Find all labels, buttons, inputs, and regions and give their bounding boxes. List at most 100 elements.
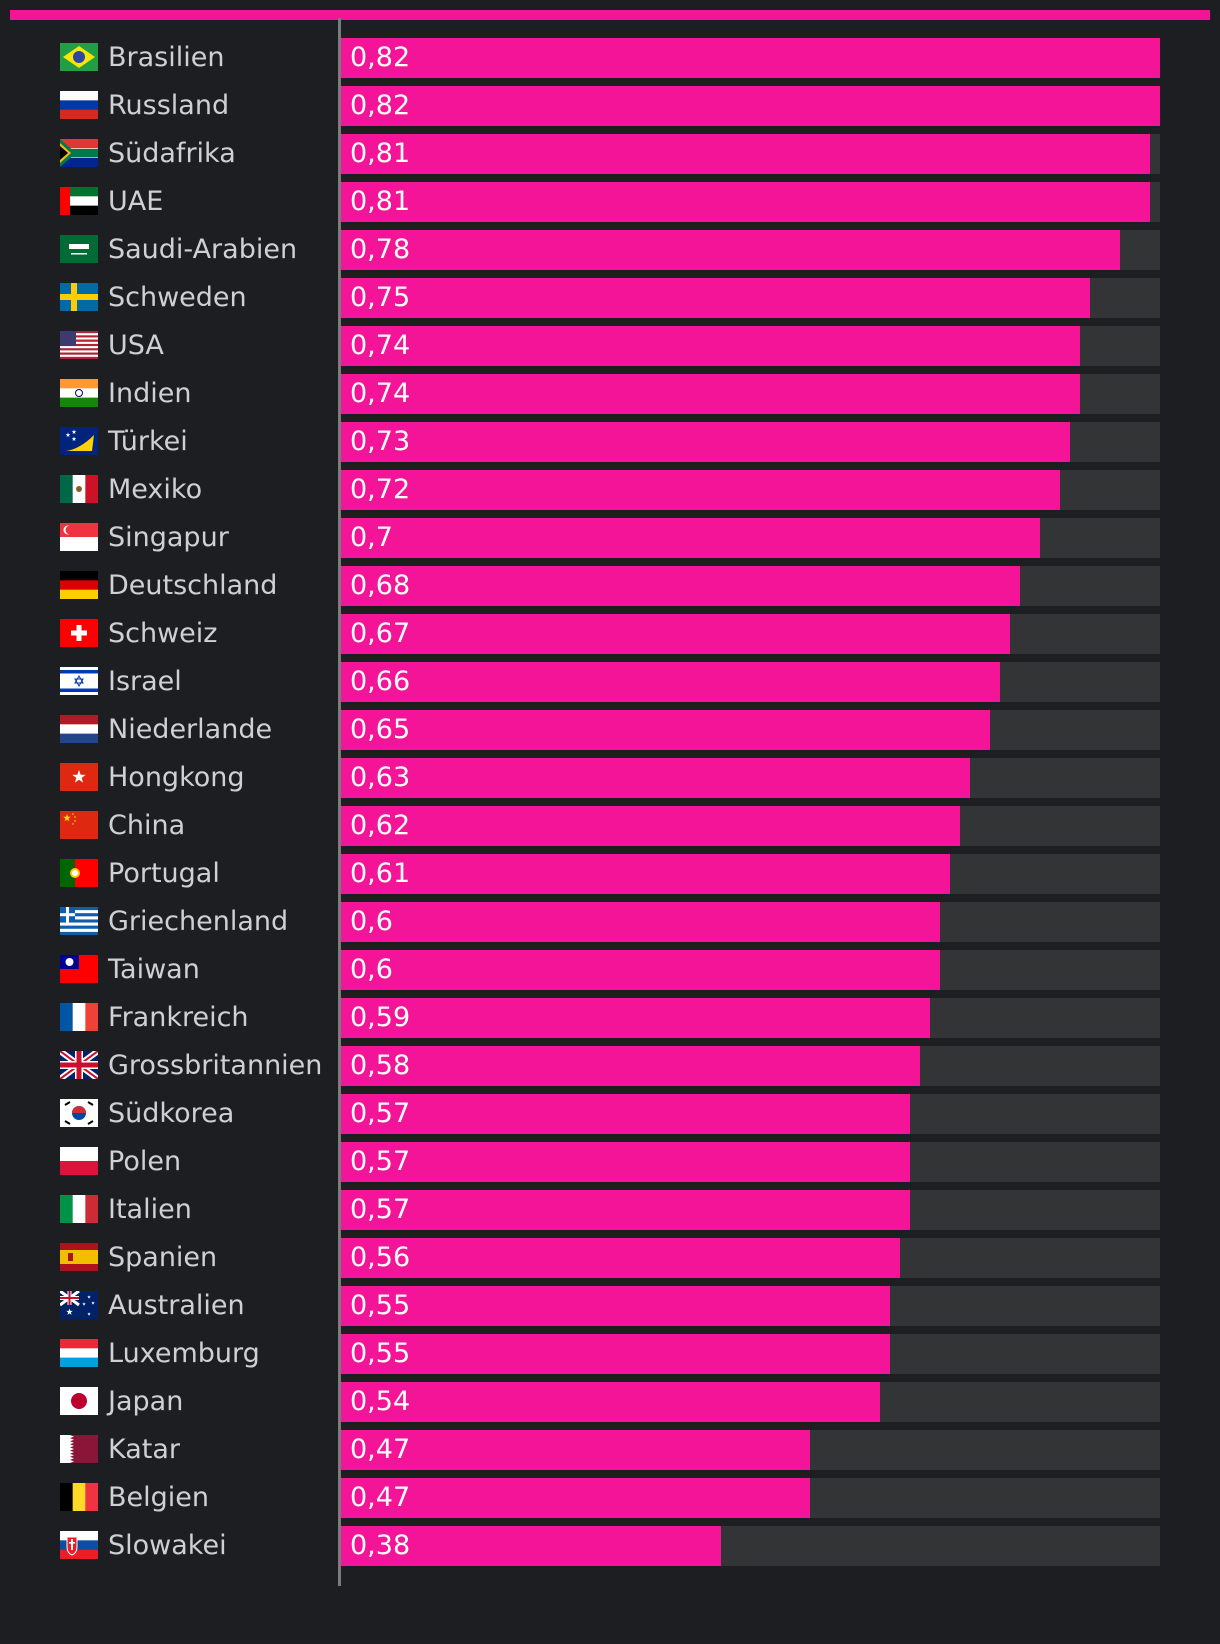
bar bbox=[341, 1430, 811, 1470]
bar-row: Frankreich 0,59 bbox=[0, 998, 1220, 1038]
bar bbox=[341, 1334, 891, 1374]
bar bbox=[341, 566, 1021, 606]
bar-row: Japan 0,54 bbox=[0, 1382, 1220, 1422]
data-label: 0,7 bbox=[350, 522, 393, 553]
bar bbox=[341, 1142, 911, 1182]
bar bbox=[341, 1526, 721, 1566]
taiwan-flag-icon bbox=[60, 955, 98, 983]
bar-row: Grossbritannien 0,58 bbox=[0, 1046, 1220, 1086]
category-label: Schweiz bbox=[108, 618, 218, 649]
category-label: Mexiko bbox=[108, 474, 203, 505]
data-label: 0,81 bbox=[350, 186, 411, 217]
bar bbox=[341, 662, 1001, 702]
israel-flag-icon bbox=[60, 667, 98, 695]
data-label: 0,55 bbox=[350, 1338, 411, 1369]
bar-row: Saudi-Arabien 0,78 bbox=[0, 230, 1220, 270]
bar-row: Indien 0,74 bbox=[0, 374, 1220, 414]
data-label: 0,57 bbox=[350, 1146, 411, 1177]
category-label: Taiwan bbox=[108, 954, 200, 985]
category-label: USA bbox=[108, 330, 164, 361]
bar bbox=[341, 998, 931, 1038]
data-label: 0,82 bbox=[350, 90, 411, 121]
brazil-flag-icon bbox=[60, 43, 98, 71]
india-flag-icon bbox=[60, 379, 98, 407]
bar-row: Belgien 0,47 bbox=[0, 1478, 1220, 1518]
category-label: Saudi-Arabien bbox=[108, 234, 298, 265]
category-label: Frankreich bbox=[108, 1002, 249, 1033]
category-label: Spanien bbox=[108, 1242, 218, 1273]
bar bbox=[341, 1190, 911, 1230]
bar-row: Mexiko 0,72 bbox=[0, 470, 1220, 510]
portugal-flag-icon bbox=[60, 859, 98, 887]
data-label: 0,62 bbox=[350, 810, 411, 841]
bar-row: Spanien 0,56 bbox=[0, 1238, 1220, 1278]
bar-row: Griechenland 0,6 bbox=[0, 902, 1220, 942]
bar-row: Schweden 0,75 bbox=[0, 278, 1220, 318]
bar bbox=[341, 38, 1160, 78]
slovakia-flag-icon bbox=[60, 1531, 98, 1559]
bar-row: Hongkong 0,63 bbox=[0, 758, 1220, 798]
data-label: 0,55 bbox=[350, 1290, 411, 1321]
category-label: Hongkong bbox=[108, 762, 245, 793]
bar bbox=[341, 614, 1011, 654]
bar bbox=[341, 230, 1121, 270]
category-label: Japan bbox=[108, 1386, 184, 1417]
bar-row: China 0,62 bbox=[0, 806, 1220, 846]
data-label: 0,38 bbox=[350, 1530, 411, 1561]
data-label: 0,74 bbox=[350, 330, 411, 361]
category-label: Singapur bbox=[108, 522, 229, 553]
category-label: Italien bbox=[108, 1194, 192, 1225]
category-label: Türkei bbox=[108, 426, 188, 457]
hong-kong-flag-icon bbox=[60, 763, 98, 791]
belgium-flag-icon bbox=[60, 1483, 98, 1511]
data-label: 0,78 bbox=[350, 234, 411, 265]
bar bbox=[341, 374, 1081, 414]
top-accent-bar bbox=[10, 10, 1210, 20]
data-label: 0,68 bbox=[350, 570, 411, 601]
bar-row: Singapur 0,7 bbox=[0, 518, 1220, 558]
category-label: Polen bbox=[108, 1146, 182, 1177]
bar bbox=[341, 1382, 881, 1422]
bar-row: Australien 0,55 bbox=[0, 1286, 1220, 1326]
bar-row: Schweiz 0,67 bbox=[0, 614, 1220, 654]
uk-flag-icon bbox=[60, 1051, 98, 1079]
bar bbox=[341, 758, 971, 798]
bar-row: Brasilien 0,82 bbox=[0, 38, 1220, 78]
data-label: 0,6 bbox=[350, 954, 393, 985]
category-label: Russland bbox=[108, 90, 230, 121]
data-label: 0,59 bbox=[350, 1002, 411, 1033]
uae-flag-icon bbox=[60, 187, 98, 215]
data-label: 0,72 bbox=[350, 474, 411, 505]
bar-row: Slowakei 0,38 bbox=[0, 1526, 1220, 1566]
category-label: Südafrika bbox=[108, 138, 236, 169]
data-label: 0,67 bbox=[350, 618, 411, 649]
category-label: Deutschland bbox=[108, 570, 278, 601]
tokelau-flag-icon bbox=[60, 427, 98, 455]
australia-flag-icon bbox=[60, 1291, 98, 1319]
category-label: Katar bbox=[108, 1434, 181, 1465]
category-label: UAE bbox=[108, 186, 164, 217]
bar bbox=[341, 1238, 901, 1278]
bar bbox=[341, 710, 991, 750]
category-label: Australien bbox=[108, 1290, 245, 1321]
bar bbox=[341, 854, 951, 894]
switzerland-flag-icon bbox=[60, 619, 98, 647]
poland-flag-icon bbox=[60, 1147, 98, 1175]
data-label: 0,57 bbox=[350, 1098, 411, 1129]
category-label: Israel bbox=[108, 666, 182, 697]
russia-flag-icon bbox=[60, 91, 98, 119]
data-label: 0,61 bbox=[350, 858, 411, 889]
bar-row: Polen 0,57 bbox=[0, 1142, 1220, 1182]
category-label: China bbox=[108, 810, 186, 841]
category-label: Schweden bbox=[108, 282, 247, 313]
bar-row: Südkorea 0,57 bbox=[0, 1094, 1220, 1134]
bar bbox=[341, 134, 1150, 174]
data-label: 0,63 bbox=[350, 762, 411, 793]
japan-flag-icon bbox=[60, 1387, 98, 1415]
luxembourg-flag-icon bbox=[60, 1339, 98, 1367]
bar-row: Taiwan 0,6 bbox=[0, 950, 1220, 990]
china-flag-icon bbox=[60, 811, 98, 839]
bar-row: Italien 0,57 bbox=[0, 1190, 1220, 1230]
category-label: Luxemburg bbox=[108, 1338, 260, 1369]
